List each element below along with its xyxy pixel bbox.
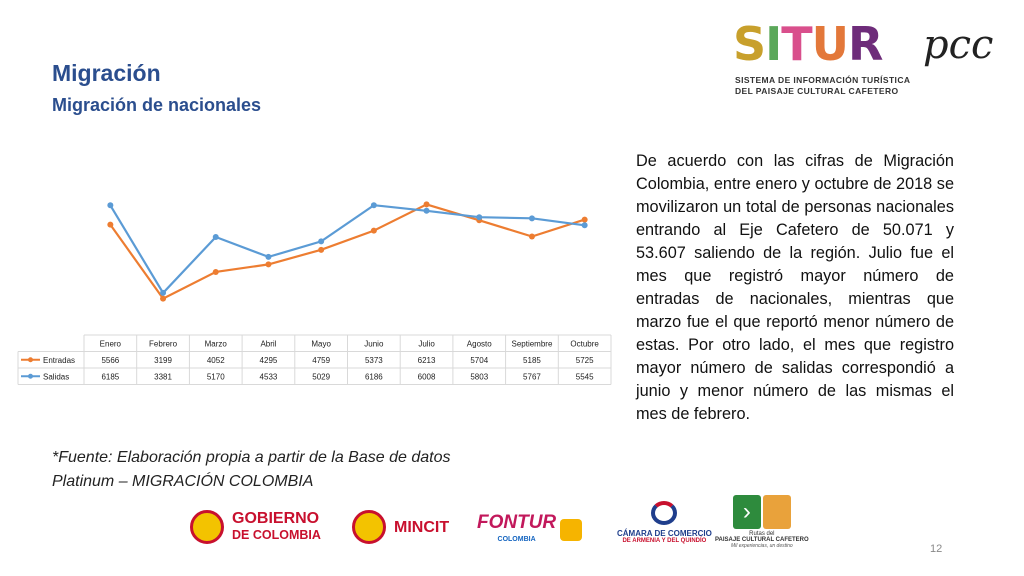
data-point-salidas [423, 207, 430, 214]
rutas-line-3: Mil experiencias, un destino [730, 543, 793, 549]
x-tick-label: Febrero [149, 339, 178, 348]
camara-line-1: CÁMARA DE COMERCIO [617, 529, 712, 538]
gobierno-line-2: DE COLOMBIA [232, 528, 321, 542]
data-point-entradas [160, 295, 167, 302]
data-label: 5566 [101, 356, 119, 365]
footer-logos: GOBIERNO DE COLOMBIA MINCIT FONTUR COLOM… [185, 495, 825, 565]
mincit-label: MINCIT [394, 518, 450, 536]
data-label: 4295 [260, 356, 278, 365]
rutas-map-icon [762, 495, 791, 529]
rutas-line-2: PAISAJE CULTURAL CAFETERO [715, 537, 809, 543]
data-point-entradas [107, 221, 114, 228]
data-label: 5170 [207, 372, 225, 381]
data-point-salidas [318, 238, 325, 245]
data-label: 3199 [154, 356, 172, 365]
data-point-salidas [212, 233, 219, 240]
x-tick-label: Octubre [570, 339, 599, 348]
logo-suffix: pcc [923, 22, 994, 68]
page-subtitle: Migración de nacionales [52, 95, 262, 115]
data-label: 6186 [365, 372, 383, 381]
mincit-logo: MINCIT [352, 510, 449, 544]
data-point-entradas [423, 201, 430, 208]
data-label: 6008 [418, 372, 436, 381]
situr-logo: SITUR pcc SISTEMA DE INFORMACIÓN TURÍSTI… [733, 16, 1003, 96]
data-label: 4533 [260, 372, 278, 381]
description-paragraph: De acuerdo con las cifras de Migración C… [636, 152, 954, 423]
logo-letter: T [781, 17, 812, 71]
logo-line-1: SISTEMA DE INFORMACIÓN TURÍSTICA [735, 75, 911, 85]
data-point-salidas [265, 253, 272, 260]
x-tick-label: Junio [364, 339, 384, 348]
data-label: 5545 [576, 372, 594, 381]
data-label: 5725 [576, 356, 594, 365]
data-point-entradas [265, 261, 272, 268]
data-label: 6213 [418, 356, 436, 365]
chart-data-table: Enero Febrero Marzo Abril Mayo Junio Julio Agos… [17, 334, 612, 385]
data-label: 4759 [312, 356, 330, 365]
fontur-label: FONTUR [477, 512, 557, 533]
data-point-salidas [528, 215, 535, 222]
legend-marker-salidas [28, 373, 33, 379]
fontur-sub: COLOMBIA [497, 536, 536, 543]
data-label: 5029 [312, 372, 330, 381]
legend-label-entradas: Entradas [43, 356, 75, 365]
camara-logo: CÁMARA DE COMERCIO DE ARMENIA Y DEL QUIN… [617, 501, 712, 544]
x-tick-label: Julio [418, 339, 435, 348]
source-note: *Fuente: Elaboración propia a partir de … [52, 449, 451, 490]
logo-line-2: DEL PAISAJE CULTURAL CAFETERO [735, 86, 899, 96]
data-point-salidas [160, 289, 167, 296]
data-label: 5803 [470, 372, 488, 381]
data-label: 5373 [365, 356, 383, 365]
x-tick-label: Abril [260, 339, 276, 348]
data-label: 3381 [154, 372, 172, 381]
data-point-salidas [476, 214, 483, 221]
data-point-entradas [581, 216, 588, 223]
rutas-arrow-icon: › [732, 495, 761, 529]
x-tick-label: Marzo [205, 339, 228, 348]
gobierno-line-1: GOBIERNO [232, 510, 320, 527]
x-tick-label: Agosto [467, 339, 492, 348]
colombia-seal-icon [190, 510, 224, 544]
data-point-salidas [581, 222, 588, 229]
data-label: 5704 [470, 356, 488, 365]
x-tick-label: Septiembre [511, 339, 552, 348]
x-tick-label: Enero [100, 339, 122, 348]
logo-letter: I [765, 17, 782, 71]
logo-letter: U [811, 17, 849, 71]
mincit-seal-icon [352, 510, 386, 544]
data-label: 5767 [523, 372, 541, 381]
fontur-logo: FONTUR COLOMBIA [477, 512, 583, 547]
camara-icon [651, 501, 678, 525]
data-label: 5185 [523, 356, 541, 365]
gobierno-logo: GOBIERNO DE COLOMBIA [190, 510, 321, 544]
logo-letter: S [733, 17, 766, 71]
chart-lines [107, 201, 588, 302]
rutas-logo: › Rutas del PAISAJE CULTURAL CAFETERO Mi… [715, 495, 809, 549]
logo-letter: R [848, 17, 883, 71]
logo-word: SITUR [733, 16, 883, 72]
series-line-entradas [109, 203, 586, 301]
series-line-salidas [109, 204, 585, 295]
data-point-salidas [107, 202, 114, 209]
data-point-salidas [370, 202, 377, 209]
co-badge-icon [560, 519, 583, 541]
data-point-entradas [370, 227, 377, 234]
page-number: 12 [930, 543, 943, 555]
data-label: 6185 [101, 372, 119, 381]
camara-line-2: DE ARMENIA Y DEL QUINDÍO [622, 538, 707, 544]
rutas-line-1: Rutas del [749, 531, 775, 537]
legend-label-salidas: Salidas [43, 372, 69, 381]
legend-marker-entradas [28, 357, 33, 363]
data-point-entradas [212, 268, 219, 275]
data-point-entradas [528, 233, 535, 240]
data-label: 4052 [207, 356, 225, 365]
x-tick-label: Mayo [311, 339, 331, 348]
page-title: Migración [52, 60, 161, 86]
data-point-entradas [318, 246, 325, 253]
